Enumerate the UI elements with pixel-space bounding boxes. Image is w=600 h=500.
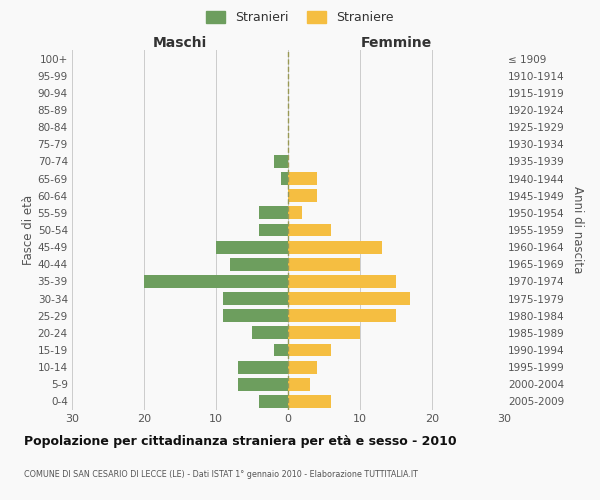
Bar [288, 258, 360, 270]
Bar [259, 395, 288, 408]
Bar [288, 310, 396, 322]
Legend: Stranieri, Straniere: Stranieri, Straniere [202, 6, 398, 29]
Bar [288, 275, 396, 288]
Bar [288, 224, 331, 236]
Bar [223, 310, 288, 322]
Text: Popolazione per cittadinanza straniera per età e sesso - 2010: Popolazione per cittadinanza straniera p… [24, 435, 457, 448]
Text: Femmine: Femmine [361, 36, 431, 50]
Bar [223, 292, 288, 305]
Y-axis label: Fasce di età: Fasce di età [22, 195, 35, 265]
Bar [252, 326, 288, 340]
Bar [288, 360, 317, 374]
Bar [238, 378, 288, 390]
Text: Maschi: Maschi [153, 36, 207, 50]
Text: COMUNE DI SAN CESARIO DI LECCE (LE) - Dati ISTAT 1° gennaio 2010 - Elaborazione : COMUNE DI SAN CESARIO DI LECCE (LE) - Da… [24, 470, 418, 479]
Bar [230, 258, 288, 270]
Bar [274, 344, 288, 356]
Bar [288, 344, 331, 356]
Bar [288, 395, 331, 408]
Bar [259, 224, 288, 236]
Bar [288, 326, 360, 340]
Bar [288, 292, 410, 305]
Bar [288, 190, 317, 202]
Bar [288, 378, 310, 390]
Bar [259, 206, 288, 220]
Bar [274, 155, 288, 168]
Bar [144, 275, 288, 288]
Bar [288, 240, 382, 254]
Y-axis label: Anni di nascita: Anni di nascita [571, 186, 584, 274]
Bar [216, 240, 288, 254]
Bar [288, 206, 302, 220]
Bar [238, 360, 288, 374]
Bar [288, 172, 317, 185]
Bar [281, 172, 288, 185]
